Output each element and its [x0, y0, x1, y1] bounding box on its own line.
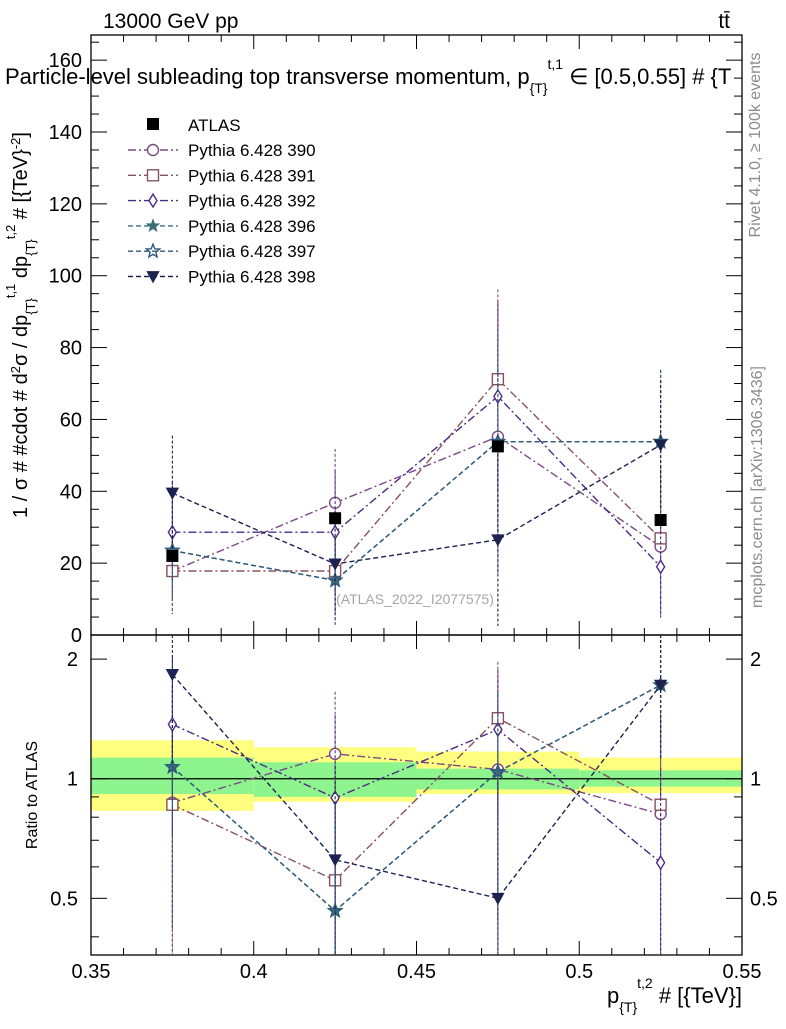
main-series: [163, 289, 670, 627]
ratio-line: [172, 723, 662, 864]
series-point: [328, 558, 342, 571]
series-line: [172, 435, 661, 572]
rivet-version-label: Rivet 4.1.0, ≥ 100k events: [747, 53, 764, 238]
legend-marker: [146, 143, 160, 157]
ratio-tick-label: 0.5: [50, 888, 78, 910]
ratio-series-0: [166, 679, 667, 955]
legend-entry-4: Pythia 6.428 397: [128, 242, 316, 261]
ratio-point: [165, 669, 180, 682]
ratio-tick-label-right: 2: [750, 649, 761, 671]
ratio-line: [171, 673, 662, 900]
x-tick-label: 0.35: [72, 961, 111, 983]
series-line: [172, 378, 662, 572]
legend-entry-0: Pythia 6.428 390: [128, 141, 316, 160]
ratio-tick-label-right: 0.5: [750, 888, 778, 910]
atlas-data-point: [491, 440, 504, 453]
series-point: [655, 558, 666, 575]
ratio-tick-label: 1: [67, 769, 78, 791]
x-tick-label: 0.55: [723, 961, 762, 983]
ratio-series-5: [165, 635, 668, 955]
series-point: [491, 534, 505, 547]
analysis-watermark: (ATLAS_2022_I2077575): [336, 591, 494, 607]
legend-label: Pythia 6.428 390: [188, 141, 316, 160]
ratio-point: [328, 747, 342, 761]
y-tick-label: 80: [60, 338, 82, 360]
y-tick-label: 0: [71, 625, 82, 647]
y-tick-label: 120: [49, 194, 82, 216]
header-right: tt̄: [718, 10, 730, 33]
atlas-data-point: [329, 512, 342, 525]
ratio-tick-label: 2: [67, 649, 78, 671]
ratio-y-axis-label: Ratio to ATLAS: [24, 741, 41, 849]
legend-label: Pythia 6.428 396: [188, 217, 316, 236]
legend-marker: [144, 242, 162, 259]
ratio-line: [171, 684, 661, 912]
y-tick-label: 20: [60, 553, 82, 575]
series-1: [166, 289, 667, 625]
series-5: [165, 380, 668, 627]
y-axis-label: 1 / σ # #cdot # d2σ / dp{T}t,1 dp{T}t,2 …: [3, 132, 38, 518]
legend-label: Pythia 6.428 397: [188, 242, 316, 261]
y-tick-label: 60: [60, 409, 82, 431]
ratio-point: [489, 762, 507, 780]
header-left: 13000 GeV pp: [103, 10, 238, 33]
y-tick-label: 40: [60, 481, 82, 503]
ratio-line: [172, 717, 661, 882]
ratio-tick-label-right: 1: [750, 769, 761, 791]
legend-marker: [146, 169, 160, 182]
legend-entry-2: Pythia 6.428 392: [128, 192, 316, 211]
legend-label: Pythia 6.428 392: [188, 192, 316, 211]
series-point: [653, 439, 668, 452]
ratio-series: [163, 635, 670, 955]
ratio-point: [655, 854, 666, 871]
legend-label: Pythia 6.428 391: [188, 166, 316, 185]
x-tick-label: 0.4: [240, 961, 268, 983]
legend-entry-5: Pythia 6.428 398: [128, 268, 316, 287]
atlas-data-point: [654, 514, 667, 527]
series-line: [172, 444, 661, 565]
y-tick-label: 160: [49, 50, 82, 72]
ratio-point: [167, 716, 178, 733]
series-line: [172, 441, 661, 582]
series-line: [172, 395, 662, 568]
y-tick-label: 140: [49, 122, 82, 144]
legend: ATLAS Pythia 6.428 390 Pythia 6.428 391 Pyt…: [128, 116, 316, 287]
x-axis-label: p{T}t,2 # [{TeV}]: [607, 975, 742, 1015]
legend-entry-atlas: ATLAS: [147, 116, 241, 135]
legend-marker: [147, 118, 159, 130]
x-tick-label: 0.5: [565, 961, 593, 983]
legend-entry-1: Pythia 6.428 391: [128, 166, 316, 185]
ratio-point: [653, 679, 668, 692]
legend-marker: [148, 192, 158, 209]
axes: 0.35 0.4 0.45 0.5 0.55 0 20 40 60 80 100 120 140 160 0…: [49, 35, 778, 983]
legend-entry-3: Pythia 6.428 396: [128, 217, 316, 236]
legend-label: ATLAS: [188, 116, 241, 135]
chart-title: Particle-level subleading top transverse…: [5, 56, 731, 96]
series-point: [165, 487, 180, 500]
ratio-uncertainty-bands: [91, 740, 742, 811]
series-point: [330, 524, 340, 541]
ratio-point: [328, 854, 342, 867]
legend-marker: [145, 218, 161, 233]
series-2: [167, 303, 666, 618]
series-point: [326, 571, 344, 588]
y-tick-label: 100: [49, 266, 82, 288]
series-3: [165, 333, 668, 624]
mcplots-reference-label: mcplots.cern.ch [arXiv:1306.3436]: [749, 366, 766, 608]
ratio-point: [163, 758, 181, 775]
atlas-data: [166, 440, 667, 562]
legend-marker: [146, 271, 160, 284]
x-tick-label: 0.45: [397, 961, 436, 983]
series-4: [163, 333, 670, 624]
atlas-data-point: [166, 549, 179, 562]
ratio-point: [491, 892, 505, 906]
legend-label: Pythia 6.428 398: [188, 268, 316, 287]
